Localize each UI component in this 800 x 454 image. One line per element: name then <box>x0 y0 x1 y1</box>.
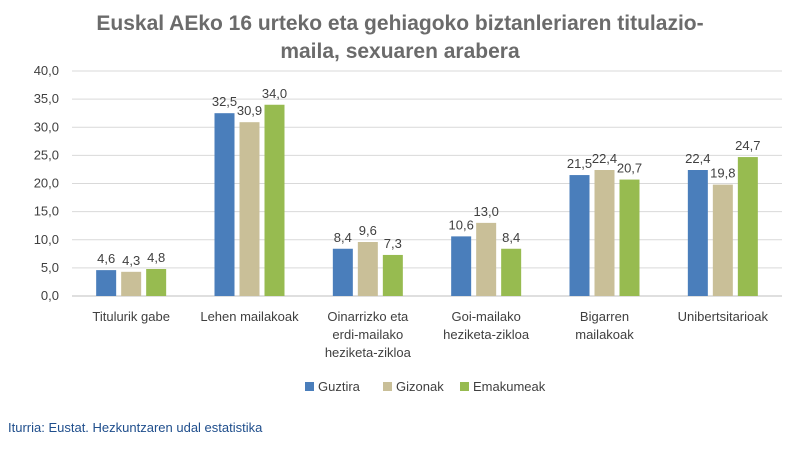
y-tick-label: 40,0 <box>34 63 59 78</box>
y-tick-label: 5,0 <box>41 260 59 275</box>
data-label: 20,7 <box>617 161 642 176</box>
data-label: 22,4 <box>685 151 710 166</box>
data-label: 19,8 <box>710 166 735 181</box>
y-tick-label: 20,0 <box>34 176 59 191</box>
x-tick-label: heziketa-zikloa <box>325 345 412 360</box>
chart-title: Euskal AEko 16 urteko eta gehiagoko bizt… <box>80 10 720 66</box>
x-tick-label: Lehen mailakoak <box>200 309 299 324</box>
data-label: 10,6 <box>449 217 474 232</box>
legend-label: Emakumeak <box>473 379 546 394</box>
data-label: 8,4 <box>502 230 520 245</box>
data-label: 30,9 <box>237 103 262 118</box>
y-tick-label: 25,0 <box>34 147 59 162</box>
x-tick-label: Oinarrizko eta <box>327 309 409 324</box>
bar-gizonak <box>239 122 260 296</box>
data-label: 22,4 <box>592 151 617 166</box>
y-tick-label: 15,0 <box>34 204 59 219</box>
legend-swatch <box>460 382 469 391</box>
bar-guztira <box>214 113 235 296</box>
bar-emakumeak <box>264 104 285 296</box>
data-label: 24,7 <box>735 138 760 153</box>
data-label: 32,5 <box>212 94 237 109</box>
x-tick-label: Goi-mailako <box>451 309 520 324</box>
x-tick-label: Unibertsitarioak <box>678 309 769 324</box>
bar-gizonak <box>121 271 142 296</box>
bar-guztira <box>687 170 708 296</box>
bar-gizonak <box>712 184 733 296</box>
data-label: 9,6 <box>359 223 377 238</box>
bar-emakumeak <box>382 254 403 296</box>
bar-gizonak <box>594 170 615 296</box>
x-tick-label: erdi-mailako <box>332 327 403 342</box>
bar-guztira <box>569 175 590 296</box>
legend-label: Guztira <box>318 379 361 394</box>
bar-emakumeak <box>501 248 522 296</box>
x-tick-label: mailakoak <box>575 327 634 342</box>
legend-label: Gizonak <box>396 379 444 394</box>
legend-swatch <box>383 382 392 391</box>
x-tick-label: Titulurik gabe <box>92 309 170 324</box>
bar-guztira <box>451 236 472 296</box>
data-label: 7,3 <box>384 236 402 251</box>
data-label: 8,4 <box>334 230 352 245</box>
y-tick-label: 35,0 <box>34 91 59 106</box>
bar-emakumeak <box>737 157 758 296</box>
bar-emakumeak <box>619 179 640 296</box>
bar-guztira <box>96 270 117 296</box>
y-tick-label: 0,0 <box>41 288 59 303</box>
data-label: 4,3 <box>122 253 140 268</box>
data-label: 13,0 <box>474 204 499 219</box>
bar-emakumeak <box>146 269 167 296</box>
data-label: 4,8 <box>147 250 165 265</box>
source-note: Iturria: Eustat. Hezkuntzaren udal estat… <box>8 420 263 435</box>
chart-title-line-2: maila, sexuaren arabera <box>280 40 520 63</box>
x-tick-label: Bigarren <box>580 309 629 324</box>
data-label: 4,6 <box>97 251 115 266</box>
bar-guztira <box>332 248 353 296</box>
data-label: 21,5 <box>567 156 592 171</box>
chart-title-line-1: Euskal AEko 16 urteko eta gehiagoko bizt… <box>96 12 704 35</box>
x-tick-label: heziketa-zikloa <box>443 327 530 342</box>
legend-swatch <box>305 382 314 391</box>
y-tick-label: 30,0 <box>34 119 59 134</box>
bar-chart: 0,0 5,0 10,0 15,0 20,0 25,0 30,0 35,0 40,0 4,6 4,3… <box>34 63 782 394</box>
bar-gizonak <box>357 242 378 296</box>
y-tick-label: 10,0 <box>34 232 59 247</box>
bar-gizonak <box>476 222 497 296</box>
data-label: 34,0 <box>262 86 287 101</box>
